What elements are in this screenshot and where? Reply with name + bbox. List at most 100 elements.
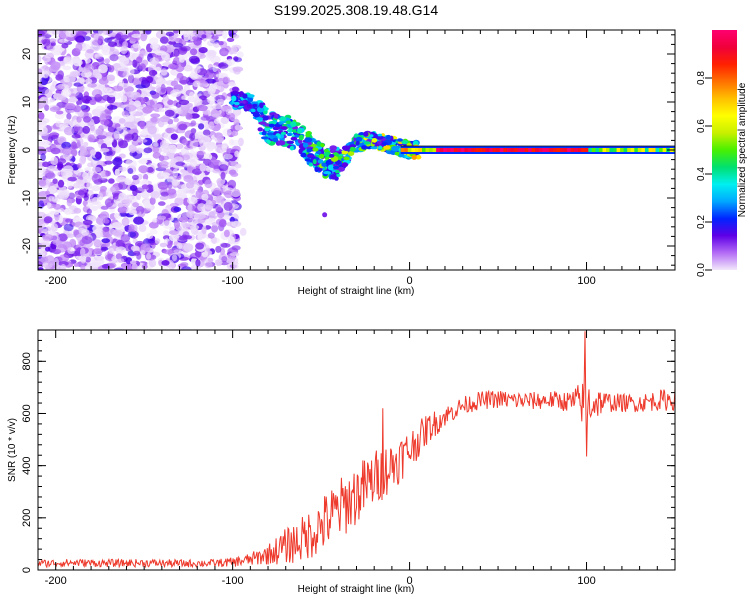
noise-blob [188, 55, 200, 64]
noise-blob [73, 229, 80, 236]
noise-blob [79, 239, 85, 246]
noise-blob [100, 119, 110, 126]
noise-blob [189, 252, 201, 260]
carrier-segment [641, 148, 646, 152]
noise-blob [172, 168, 179, 178]
noise-blob [137, 173, 143, 180]
noise-blob [50, 134, 59, 139]
signal-blob [239, 91, 244, 96]
noise-blob [108, 247, 115, 254]
noise-blob [89, 124, 95, 132]
noise-blob [211, 113, 222, 118]
noise-blob [152, 218, 158, 223]
signal-blob [335, 174, 341, 177]
noise-blob [229, 252, 240, 257]
noise-blob [101, 238, 110, 244]
colorbar-gradient [712, 30, 737, 270]
signal-blob [377, 140, 382, 145]
snr-series-line [38, 331, 675, 569]
carrier-segment [443, 148, 448, 152]
noise-blob [178, 56, 185, 63]
noise-blob [158, 120, 165, 128]
noise-blob [187, 196, 198, 205]
noise-blob [62, 65, 72, 71]
signal-blob [329, 153, 335, 158]
noise-blob [65, 102, 76, 110]
noise-blob [231, 221, 242, 227]
signal-blob [255, 117, 264, 121]
noise-blob [189, 72, 198, 79]
noise-blob [201, 226, 207, 235]
noise-blob [138, 224, 147, 232]
noise-blob [38, 121, 47, 129]
noise-blob [169, 202, 179, 207]
noise-blob [159, 140, 170, 149]
signal-blob [298, 134, 304, 141]
noise-blob [159, 36, 169, 44]
signal-blob [332, 165, 340, 170]
signal-blob [256, 106, 265, 113]
noise-blob [44, 100, 52, 105]
noise-blob [90, 149, 97, 156]
noise-blob [220, 243, 231, 248]
noise-blob [149, 196, 156, 205]
noise-blob [98, 30, 107, 36]
noise-blob [123, 114, 134, 120]
carrier-segment [404, 148, 409, 152]
noise-blob [129, 185, 138, 191]
noise-blob [173, 220, 180, 229]
carrier-segment [475, 148, 480, 152]
noise-blob [233, 118, 240, 127]
noise-blob [173, 30, 179, 34]
noise-blob [179, 76, 189, 85]
noise-blob [172, 42, 184, 48]
noise-blob [46, 45, 55, 51]
noise-blob [146, 76, 154, 84]
signal-blob [329, 148, 335, 154]
signal-blob [246, 104, 253, 108]
noise-blob [173, 206, 182, 212]
noise-blob [73, 207, 82, 214]
noise-blob [72, 217, 84, 224]
noise-blob [215, 205, 222, 212]
carrier-segment [595, 148, 600, 152]
noise-blob [177, 184, 186, 189]
noise-blob [45, 172, 56, 180]
noise-blob [193, 98, 203, 106]
noise-blob [190, 120, 197, 127]
noise-blob [66, 180, 74, 189]
noise-blob [79, 146, 85, 151]
signal-blob [327, 164, 334, 171]
noise-blob [157, 215, 167, 220]
noise-blob [189, 224, 200, 230]
noise-blob [77, 30, 83, 35]
signal-blob [280, 126, 288, 130]
signal-blob [238, 100, 246, 104]
noise-blob [152, 183, 159, 192]
noise-blob [118, 192, 127, 201]
signal-blob [343, 156, 350, 161]
noise-blob [220, 171, 226, 180]
carrier-segment [574, 148, 579, 152]
carrier-segment [545, 148, 550, 152]
signal-blob [251, 108, 256, 113]
noise-blob [178, 99, 190, 106]
noise-blob [151, 92, 160, 99]
noise-blob [140, 243, 151, 253]
signal-blob [242, 93, 248, 99]
noise-blob [170, 133, 178, 140]
carrier-segment [531, 148, 536, 152]
noise-blob [52, 178, 58, 184]
noise-blob [212, 65, 218, 73]
noise-blob [165, 127, 176, 134]
carrier-segment [446, 148, 451, 152]
noise-blob [212, 210, 218, 215]
signal-blob [246, 94, 255, 98]
noise-blob [105, 188, 112, 197]
carrier-segment [542, 148, 547, 152]
carrier-segment [535, 148, 540, 152]
signal-blob [239, 103, 244, 107]
noise-blob [230, 190, 241, 198]
noise-blob [133, 250, 141, 256]
noise-blob [139, 250, 146, 255]
